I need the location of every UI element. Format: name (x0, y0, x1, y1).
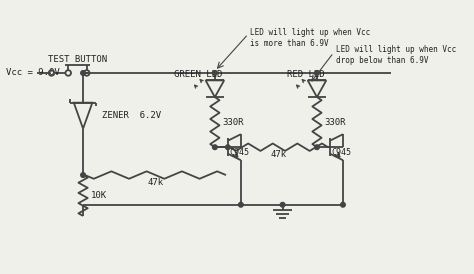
Text: C945: C945 (332, 148, 352, 157)
Text: 330R: 330R (324, 118, 346, 127)
Text: 330R: 330R (222, 118, 244, 127)
Circle shape (212, 71, 217, 75)
Text: LED will light up when Vcc
drop below than 6.9V: LED will light up when Vcc drop below th… (336, 45, 456, 64)
Text: 47k: 47k (147, 178, 164, 187)
Text: TEST BUTTON: TEST BUTTON (48, 55, 107, 64)
Text: RED LED: RED LED (287, 70, 325, 79)
Circle shape (81, 173, 85, 177)
Text: Vcc = 9.0V: Vcc = 9.0V (6, 68, 60, 78)
Circle shape (315, 145, 319, 150)
Circle shape (280, 202, 285, 207)
Circle shape (315, 71, 319, 75)
Text: ZENER  6.2V: ZENER 6.2V (101, 111, 161, 120)
Text: 10K: 10K (91, 191, 107, 200)
Text: C945: C945 (230, 148, 250, 157)
Text: GREEN LED: GREEN LED (174, 70, 222, 79)
Circle shape (238, 202, 243, 207)
Circle shape (81, 71, 85, 75)
Circle shape (226, 145, 230, 150)
Circle shape (212, 145, 217, 150)
Circle shape (341, 202, 345, 207)
Text: LED will light up when Vcc
is more than 6.9V: LED will light up when Vcc is more than … (250, 28, 370, 48)
Text: 47k: 47k (271, 150, 287, 159)
